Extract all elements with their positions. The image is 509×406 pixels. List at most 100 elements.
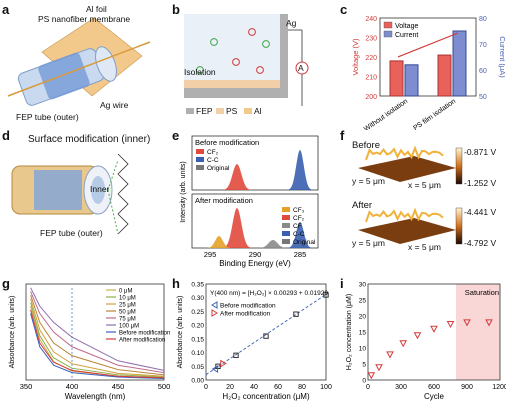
legend-marker-after	[211, 309, 218, 317]
standard-point	[233, 352, 239, 359]
legend-label: C-C	[293, 231, 305, 238]
y-axis-label-left: Voltage (V)	[351, 38, 360, 76]
legend-label: Original	[293, 239, 316, 246]
y-tick-right: 70	[479, 42, 487, 49]
panel-d-tube-illustration	[11, 153, 129, 235]
saturation-label: Saturation	[465, 288, 499, 297]
spectrum-curve	[30, 291, 165, 374]
al-foil-label: Al foil	[86, 4, 107, 14]
panel-c-label: c	[340, 2, 348, 17]
plot-frame	[379, 17, 477, 97]
y-tick: 0.05	[191, 364, 204, 371]
inner-label: Inner	[90, 184, 110, 194]
panel-f-afm-maps	[358, 145, 463, 245]
after-scale-bottom: -4.792 V	[464, 238, 497, 248]
category-label: Without isolation	[363, 98, 409, 130]
plot-frame	[25, 283, 165, 381]
legend-label: CF₂	[207, 149, 219, 156]
before-topography	[365, 145, 444, 161]
x-axis-label: Wavelength (nm)	[65, 392, 126, 401]
y-axis-label-right: Current (μA)	[498, 36, 505, 78]
y-tick-left: 230	[365, 36, 377, 43]
panel-c-bar-chart: 200 210 220 230 240 50 60 70 80 Without isolation…	[351, 16, 505, 130]
legend-al: Al	[254, 106, 262, 116]
after-scale-top: -4.441 V	[464, 207, 497, 217]
panel-d-label: d	[2, 128, 10, 143]
x-tick: 290	[249, 250, 262, 259]
x-axis-label: Cycle	[424, 392, 445, 401]
saturation-region	[456, 284, 500, 380]
panel-h-label: h	[172, 276, 180, 291]
x-tick: 300	[395, 384, 407, 391]
legend-swatch	[383, 21, 393, 29]
fep-tube-label-a: FEP tube (outer)	[16, 112, 79, 122]
x-tick: 40	[250, 384, 258, 391]
legend-swatch	[282, 215, 290, 220]
y-tick: 0.10	[191, 350, 204, 357]
spectrum-curve	[30, 302, 165, 378]
legend-label: Voltage	[395, 23, 418, 30]
after-cc-peak	[285, 222, 315, 248]
y-tick: 20	[359, 314, 367, 321]
legend-swatch	[196, 165, 204, 170]
panel-b-label: b	[172, 2, 180, 17]
isolation-label: Isolation	[184, 67, 216, 77]
y-tick: 15	[359, 330, 367, 337]
data-point	[375, 364, 383, 372]
y-tick: 0.00	[191, 378, 204, 385]
panel-e-label: e	[172, 128, 180, 143]
before-cc-peak	[285, 150, 315, 190]
y-tick: 10	[359, 346, 367, 353]
legend-marker-before	[211, 301, 218, 309]
y-axis-label: Intensity (arb. units)	[180, 161, 187, 222]
legend-label: 0 μM	[119, 289, 132, 295]
legend-label: 10 μM	[119, 296, 136, 302]
ag-label: Ag	[286, 18, 297, 28]
y-tick: 5	[362, 362, 366, 369]
spectrum-curve	[30, 294, 165, 376]
legend-label: 50 μM	[119, 310, 136, 316]
afm-before-label: Before	[352, 140, 380, 151]
legend-label: C-C	[207, 157, 219, 164]
spectrum-curve	[30, 287, 165, 371]
y-tick-left: 240	[365, 16, 377, 23]
afm-after-y: y = 5 μm	[352, 238, 386, 248]
y-tick-left: 220	[365, 55, 377, 62]
x-tick: 450	[112, 382, 125, 391]
y-tick: 25	[359, 298, 367, 305]
ps-membrane-label: PS nanofiber membrane	[38, 14, 131, 24]
y-tick: 0	[362, 378, 366, 385]
y-tick-left: 210	[365, 75, 377, 82]
legend-swatch	[282, 239, 290, 244]
after-title: After modification	[195, 196, 253, 205]
data-point	[399, 340, 408, 348]
y-tick: 0.15	[191, 336, 204, 343]
before-colorbar	[455, 147, 463, 185]
standard-point	[263, 333, 269, 339]
before-title: Before modification	[195, 138, 259, 147]
x-tick: 60	[274, 384, 282, 391]
legend-label: CF₂	[293, 215, 305, 222]
ag-wire-label: Ag wire	[100, 100, 129, 110]
surface-mod-title: Surface modification (inner)	[28, 134, 151, 145]
panel-a-device-illustration	[7, 17, 151, 106]
afm-before-x: x = 5 μm	[408, 180, 442, 190]
standard-point	[293, 311, 299, 317]
before-cf2-peak	[220, 164, 254, 190]
after-cf-peak	[256, 240, 290, 248]
category-label: PS film isolation	[412, 98, 457, 130]
x-tick: 285	[294, 250, 307, 259]
x-axis-label: Binding Energy (eV)	[219, 259, 291, 268]
after-point	[220, 359, 227, 368]
fit-equation: Y(400 nm) = [H₂O₂] × 0.00293 + 0.01929	[210, 290, 328, 297]
legend-swatch	[282, 223, 290, 228]
fep-tube-label-d: FEP tube (outer)	[40, 228, 103, 238]
panel-g-label: g	[2, 276, 10, 291]
y-axis-label: Absorbance (arb. units)	[177, 296, 184, 369]
legend-swatch	[383, 30, 393, 38]
trend-arrow	[397, 32, 459, 58]
panel-h-calibration-chart: Y(400 nm) = [H₂O₂] × 0.00293 + 0.01929 Be…	[177, 282, 332, 402]
data-point	[485, 319, 493, 327]
x-tick: 100	[320, 384, 332, 391]
